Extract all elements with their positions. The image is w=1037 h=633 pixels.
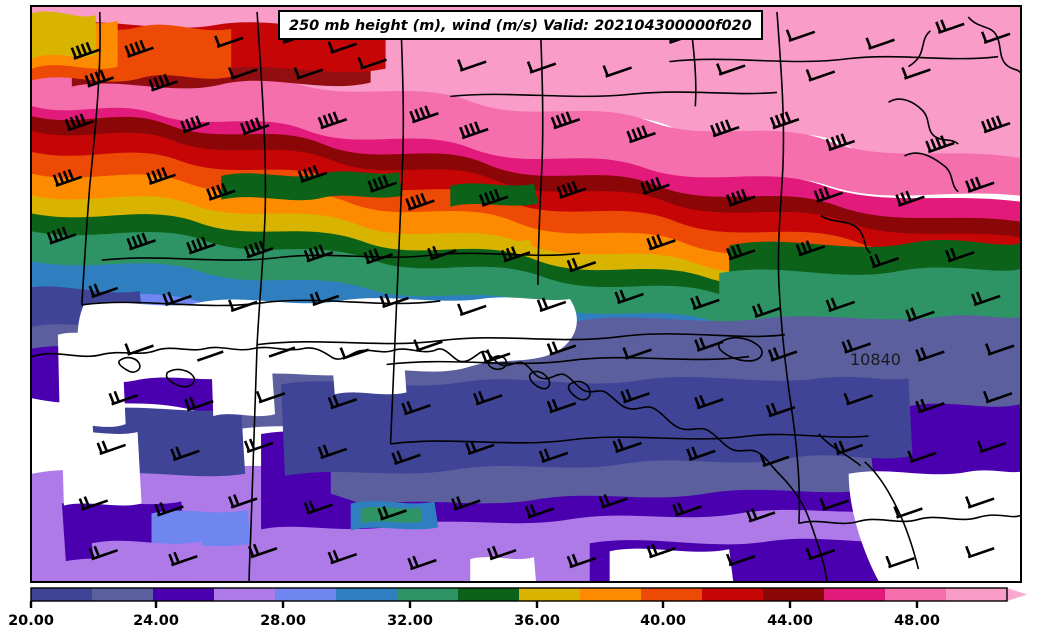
colorbar-svg: 20.00 24.00 28.00 32.00 36.00 40.00 44.00 48.00 (8, 587, 1027, 629)
colorbar-segment (641, 588, 703, 601)
colorbar-tick-label: 28.00 (260, 613, 306, 629)
wind-speed-contour-map (32, 7, 1020, 581)
colorbar-segment (580, 588, 642, 601)
colorbar-ticks: 20.00 24.00 28.00 32.00 36.00 40.00 44.00 48.00 (8, 601, 940, 629)
colorbar-extend-arrow (1007, 588, 1027, 601)
map-title-text: 250 mb height (m), wind (m/s) Valid: 202… (289, 18, 752, 34)
geography-boundaries-layer (32, 11, 1020, 581)
colorbar-segment (763, 588, 825, 601)
colorbar-tick-label: 32.00 (387, 613, 433, 629)
colorbar-tick-label: 44.00 (767, 613, 813, 629)
colorbar-segment (519, 588, 581, 601)
colorbar-segment (31, 588, 93, 601)
colorbar-segment (702, 588, 764, 601)
colorbar-segments (30, 587, 1027, 602)
contour-fill-layer (32, 7, 1020, 581)
colorbar-tick-label: 36.00 (514, 613, 560, 629)
colorbar-segment (458, 588, 520, 601)
colorbar-segment (397, 588, 459, 601)
colorbar-tick-label: 40.00 (640, 613, 686, 629)
colorbar: 20.00 24.00 28.00 32.00 36.00 40.00 44.00 48.00 (0, 586, 1037, 633)
weather-map-panel: 10840 (30, 5, 1022, 583)
colorbar-segment (885, 588, 947, 601)
colorbar-tick-label: 20.00 (8, 613, 54, 629)
colorbar-segment (92, 588, 154, 601)
height-contour-label: 10840 (850, 350, 901, 369)
colorbar-tick-label: 24.00 (133, 613, 179, 629)
map-title-box: 250 mb height (m), wind (m/s) Valid: 202… (278, 10, 763, 40)
colorbar-segment (214, 588, 276, 601)
colorbar-segment (946, 588, 1008, 601)
colorbar-segment (153, 588, 215, 601)
colorbar-outline (30, 587, 1008, 602)
colorbar-tick-label: 48.00 (894, 613, 940, 629)
colorbar-segment (824, 588, 886, 601)
colorbar-segment (336, 588, 398, 601)
colorbar-segment (275, 588, 337, 601)
